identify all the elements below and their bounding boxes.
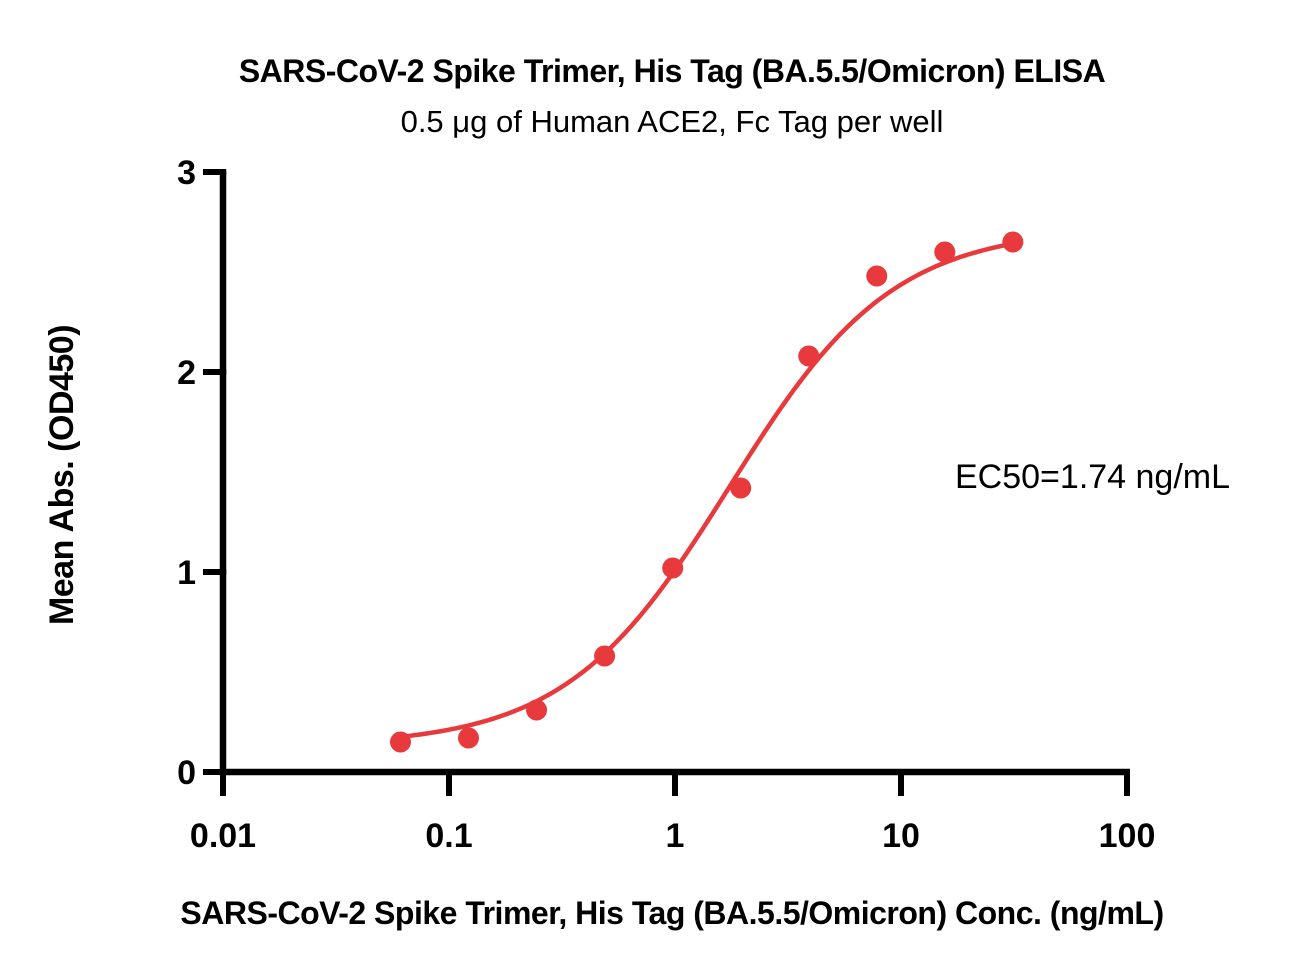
chart-title: SARS-CoV-2 Spike Trimer, His Tag (BA.5.5… (239, 53, 1106, 89)
y-tick-label: 0 (177, 754, 196, 792)
data-point (526, 699, 548, 721)
data-point (866, 265, 888, 287)
ec50-annotation: EC50=1.74 ng/mL (955, 458, 1230, 496)
data-point (594, 645, 616, 667)
x-tick-label: 1 (666, 817, 685, 855)
axes-layer: 0 1 2 3 0.01 0.1 1 10 100 (177, 154, 1155, 855)
data-point (389, 731, 411, 753)
y-axis-label: Mean Abs. (OD450) (43, 325, 81, 625)
fit-curve-layer (398, 241, 1016, 740)
data-points-layer (389, 231, 1024, 753)
data-point (934, 241, 956, 263)
data-point (662, 557, 684, 579)
data-point (458, 727, 480, 749)
x-axis-label: SARS-CoV-2 Spike Trimer, His Tag (BA.5.5… (180, 895, 1163, 931)
data-point (1002, 231, 1024, 253)
data-point (798, 345, 820, 367)
x-tick-label: 0.1 (425, 817, 472, 855)
data-point (730, 477, 752, 499)
x-tick-label: 0.01 (190, 817, 256, 855)
x-tick-label: 100 (1099, 817, 1156, 855)
fit-curve (398, 241, 1016, 740)
y-tick-label: 2 (177, 354, 196, 392)
chart-subtitle: 0.5 μg of Human ACE2, Fc Tag per well (401, 104, 944, 139)
x-tick-label: 10 (882, 817, 920, 855)
y-tick-label: 3 (177, 154, 196, 192)
y-tick-label: 1 (177, 554, 196, 592)
